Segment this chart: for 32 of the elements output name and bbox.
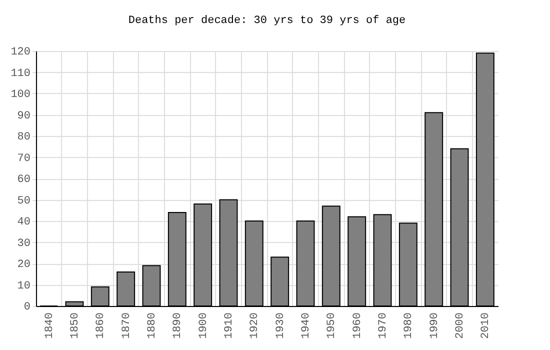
y-tick-label: 40 xyxy=(17,216,30,228)
x-tick-label: 1980 xyxy=(403,312,416,339)
y-tick-label: 90 xyxy=(17,110,30,122)
y-tick-label: 110 xyxy=(10,68,30,80)
x-tick-label: 1910 xyxy=(224,312,236,339)
x-tick-label: 1850 xyxy=(70,312,82,339)
x-tick-label: 2000 xyxy=(454,312,466,339)
x-tick-label: 2010 xyxy=(480,312,492,339)
x-tick-label: 1950 xyxy=(326,312,338,339)
x-tick-label: 1860 xyxy=(95,312,108,339)
chart-title: Deaths per decade: 30 yrs to 39 yrs of age xyxy=(128,15,406,27)
x-tick-label: 1990 xyxy=(428,312,441,339)
x-tick-label: 1890 xyxy=(172,312,184,339)
y-tick-label: 70 xyxy=(17,152,30,165)
y-tick-label: 120 xyxy=(10,46,30,58)
x-tick-label: 1970 xyxy=(378,312,390,339)
x-tick-label: 1840 xyxy=(44,312,56,339)
x-tick-label: 1940 xyxy=(300,312,312,339)
x-tick-label: 1880 xyxy=(146,312,158,339)
x-tick-label: 1930 xyxy=(274,312,287,339)
y-tick-label: 0 xyxy=(24,302,30,314)
x-tick-label: 1870 xyxy=(120,312,133,339)
y-tick-label: 20 xyxy=(17,259,30,271)
y-tick-label: 10 xyxy=(17,280,30,292)
x-tick-label: 1920 xyxy=(249,312,262,339)
y-tick-label: 80 xyxy=(17,132,30,144)
y-tick-label: 30 xyxy=(17,238,30,250)
x-tick-label: 1960 xyxy=(352,312,364,339)
y-tick-label: 60 xyxy=(17,174,30,186)
y-tick-label: 100 xyxy=(10,89,30,101)
y-tick-label: 50 xyxy=(17,195,30,208)
x-tick-label: 1900 xyxy=(198,312,210,339)
